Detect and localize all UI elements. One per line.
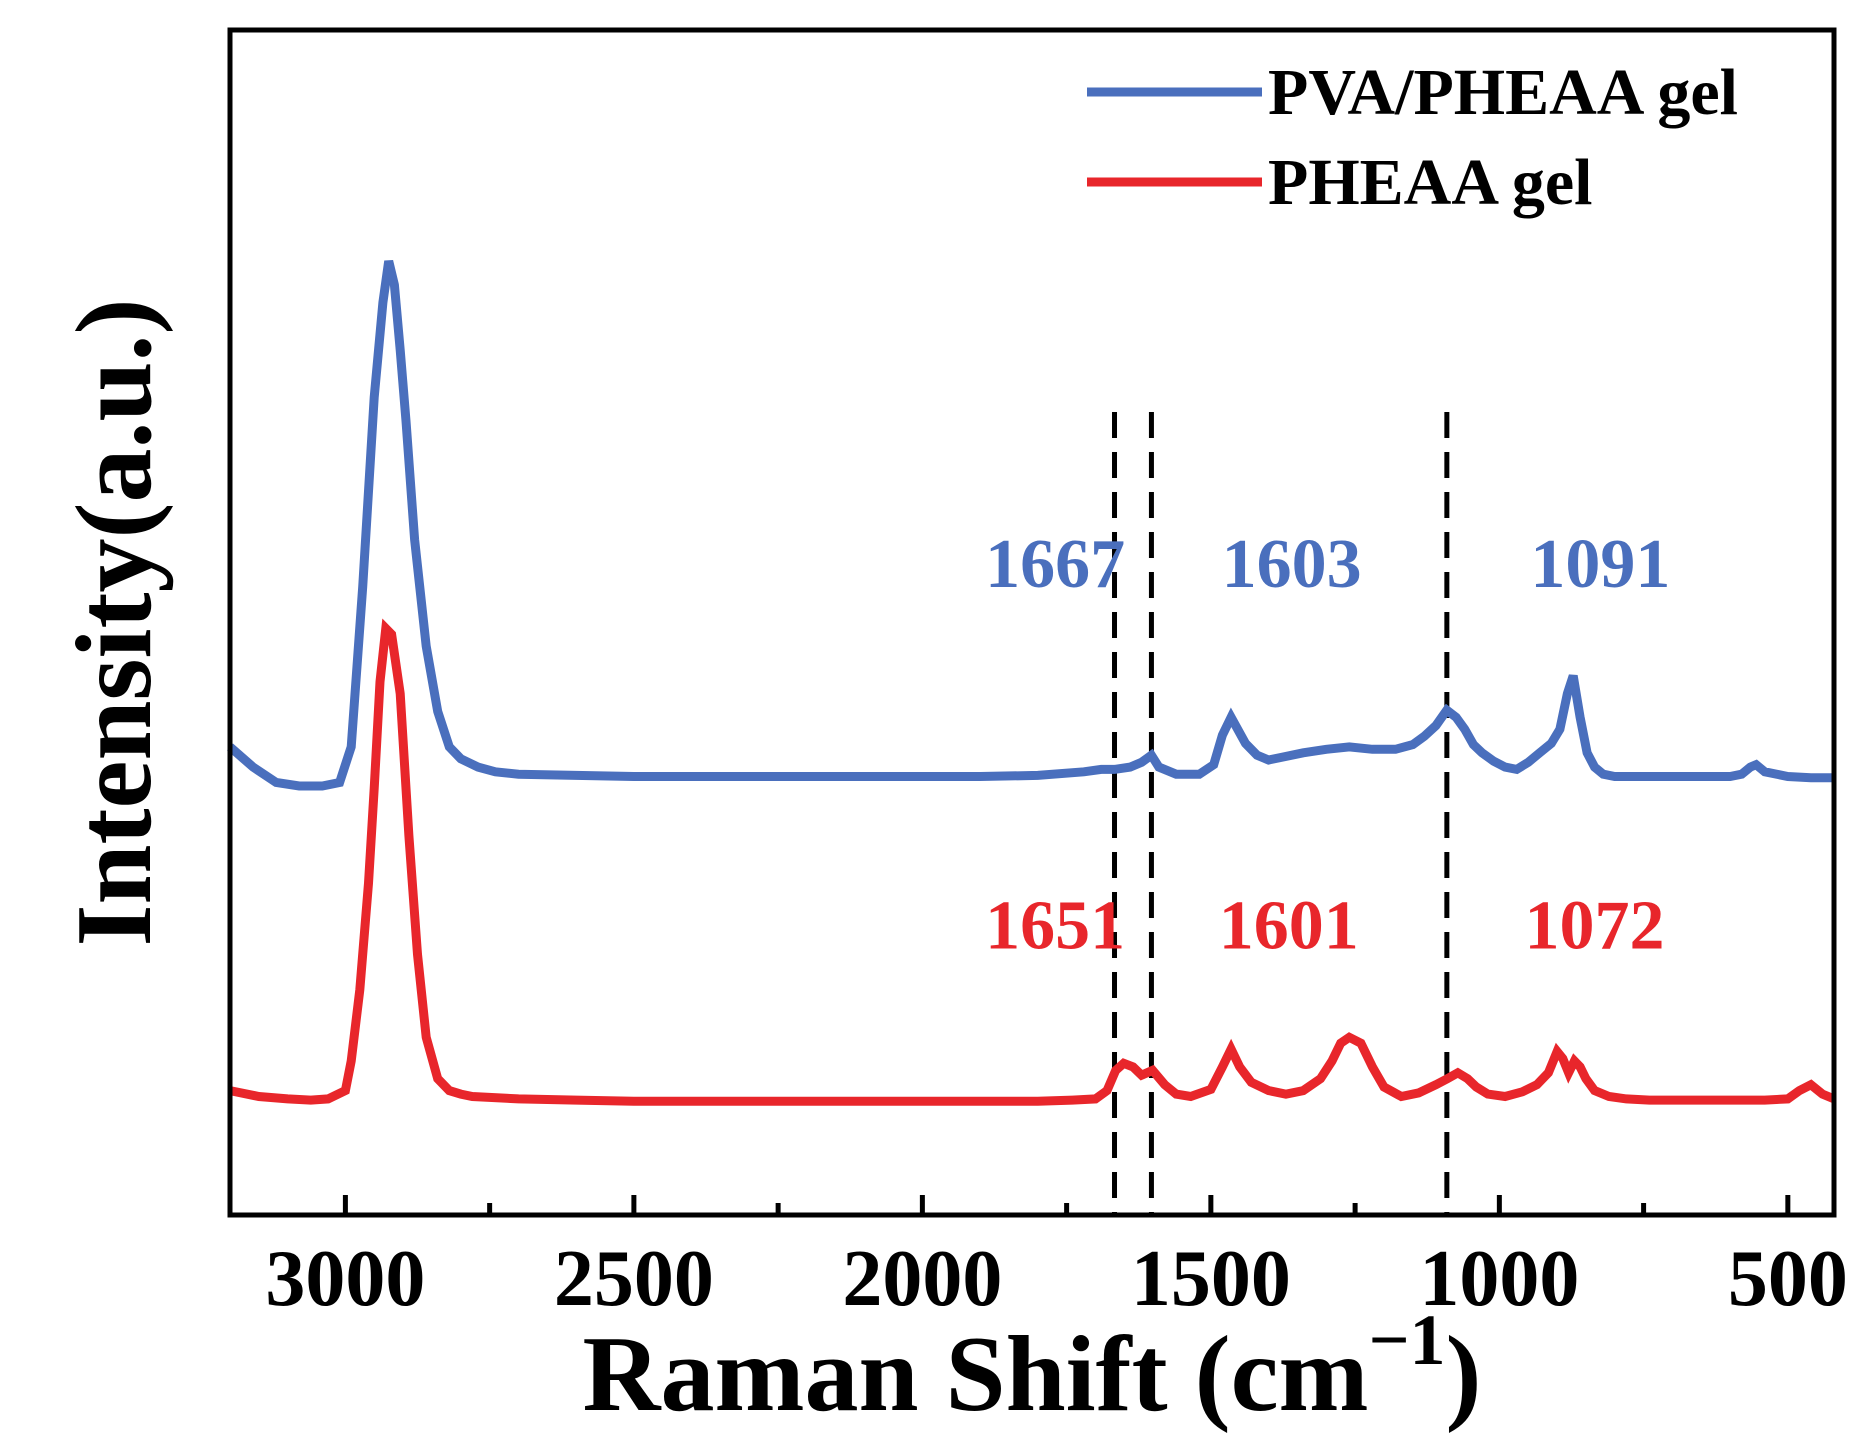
x-axis-title-main: Raman Shift (cm bbox=[583, 1315, 1369, 1434]
peak-label-1072: 1072 bbox=[1525, 887, 1665, 964]
x-axis-title: Raman Shift (cm−1) bbox=[583, 1300, 1482, 1434]
x-axis-title-close: ) bbox=[1446, 1315, 1482, 1434]
legend: PVA/PHEAA gel PHEAA gel bbox=[1087, 56, 1738, 219]
peak-annotations: 1667 1603 1091 1651 1601 1072 bbox=[985, 526, 1670, 964]
peak-label-1651: 1651 bbox=[985, 887, 1125, 964]
y-axis-title: Intensity(a.u.) bbox=[55, 298, 174, 946]
x-tick-label-1500: 1500 bbox=[1131, 1235, 1291, 1323]
x-tick-label-2000: 2000 bbox=[842, 1235, 1002, 1323]
peak-label-1667: 1667 bbox=[985, 526, 1125, 603]
series-line-pva-pheaa-gel bbox=[227, 260, 1834, 791]
peak-label-1603: 1603 bbox=[1222, 526, 1362, 603]
x-axis-ticks: 3000 2500 2000 1500 1000 500 bbox=[265, 1195, 1848, 1323]
x-tick-label-500: 500 bbox=[1728, 1235, 1848, 1323]
x-tick-label-1000: 1000 bbox=[1419, 1235, 1579, 1323]
legend-label-pheaa-gel: PHEAA gel bbox=[1268, 146, 1593, 219]
plot-frame bbox=[227, 27, 1837, 1218]
series-line-pheaa-gel bbox=[229, 618, 1836, 1106]
legend-label-pva-pheaa-gel: PVA/PHEAA gel bbox=[1268, 56, 1738, 129]
x-tick-label-3000: 3000 bbox=[265, 1235, 425, 1323]
series-lines bbox=[227, 260, 1836, 1106]
reference-lines bbox=[1112, 412, 1450, 1215]
x-tick-label-2500: 2500 bbox=[554, 1235, 714, 1323]
x-axis-title-superscript: −1 bbox=[1368, 1300, 1445, 1380]
peak-label-1601: 1601 bbox=[1219, 887, 1359, 964]
peak-label-1091: 1091 bbox=[1530, 526, 1670, 603]
